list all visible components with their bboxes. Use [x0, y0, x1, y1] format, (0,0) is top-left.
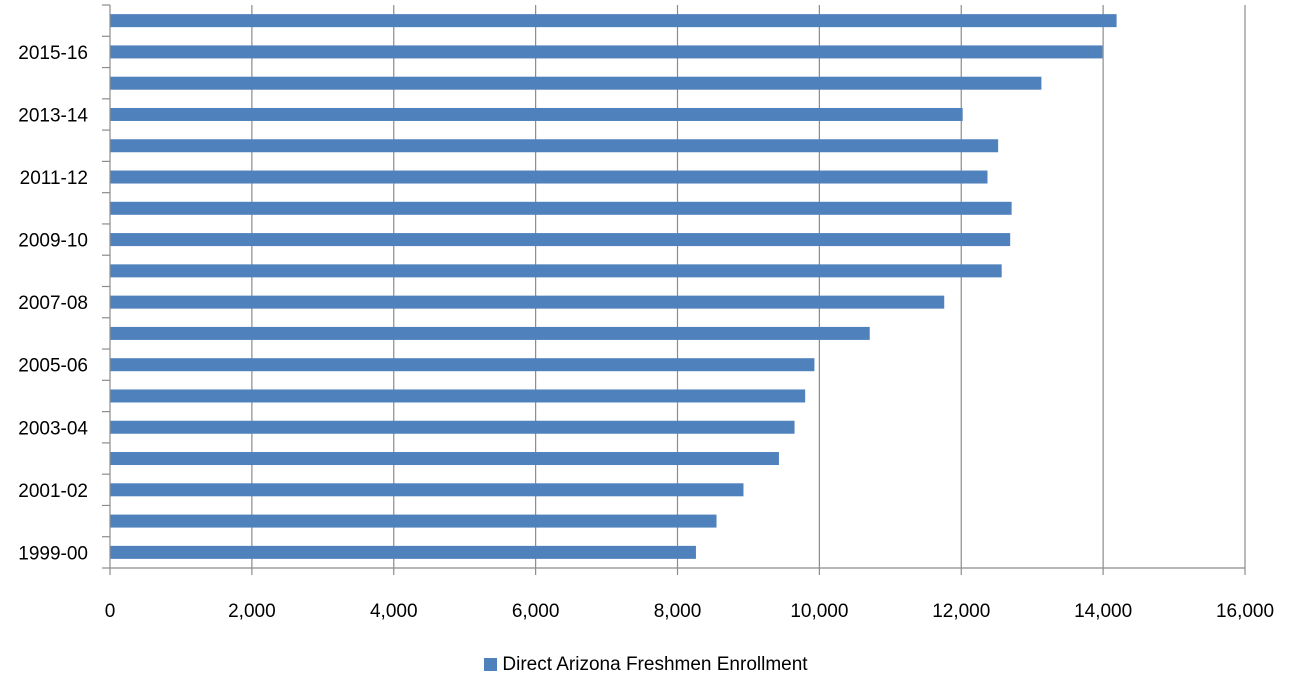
bar-2011-12	[110, 170, 988, 184]
y-tick-label: 2011-12	[20, 168, 88, 189]
x-tick-label: 14,000	[1074, 601, 1132, 622]
y-tick-label: 2001-02	[18, 481, 88, 502]
bar-2014-15	[110, 76, 1042, 90]
legend: Direct Arizona Freshmen Enrollment	[0, 654, 1292, 676]
x-tick-label: 4,000	[370, 601, 418, 622]
bar-2008-09	[110, 264, 1002, 278]
bar-2007-08	[110, 295, 945, 309]
x-tick-label: 2,000	[228, 601, 276, 622]
x-tick-label: 16,000	[1216, 601, 1274, 622]
x-tick-label: 10,000	[790, 601, 848, 622]
bar-2012-13	[110, 139, 999, 153]
x-tick-label: 6,000	[512, 601, 560, 622]
bar-2009-10	[110, 233, 1011, 247]
y-tick-label: 2007-08	[18, 293, 88, 314]
y-tick-label: 2005-06	[18, 356, 88, 377]
bar-1999-00	[110, 545, 696, 559]
gridlines	[251, 5, 1246, 568]
y-tick-labels: 1999-00 2001-02 2003-04 2005-06 2007-08 2009-…	[18, 43, 88, 564]
bar-2003-04	[110, 420, 795, 434]
y-tick-label: 2013-14	[18, 105, 88, 126]
y-tick-label: 2009-10	[18, 231, 88, 252]
legend-label: Direct Arizona Freshmen Enrollment	[502, 654, 808, 675]
axes	[102, 4, 1246, 575]
bar-2013-14	[110, 107, 963, 121]
bar-2010-11	[110, 201, 1012, 215]
bar-2002-03	[110, 452, 779, 466]
y-tick-label: 1999-00	[18, 543, 88, 564]
x-tick-label: 0	[105, 601, 116, 622]
y-tick-label: 2003-04	[18, 418, 88, 439]
legend-swatch	[484, 658, 498, 671]
bar-2000-01	[110, 514, 717, 528]
bar-2004-05	[110, 389, 806, 403]
bars	[110, 14, 1117, 559]
y-tick-label: 2015-16	[18, 43, 88, 64]
x-tick-label: 8,000	[654, 601, 702, 622]
x-tick-labels: 0 2,000 4,000 6,000 8,000 10,000 12,000 14,000 1…	[105, 601, 1274, 622]
bar-2015-16	[110, 45, 1103, 59]
bar-2005-06	[110, 358, 815, 372]
bar-2016-17	[110, 14, 1117, 28]
bar-2006-07	[110, 326, 870, 340]
bar-2001-02	[110, 483, 744, 497]
x-tick-label: 12,000	[932, 601, 990, 622]
